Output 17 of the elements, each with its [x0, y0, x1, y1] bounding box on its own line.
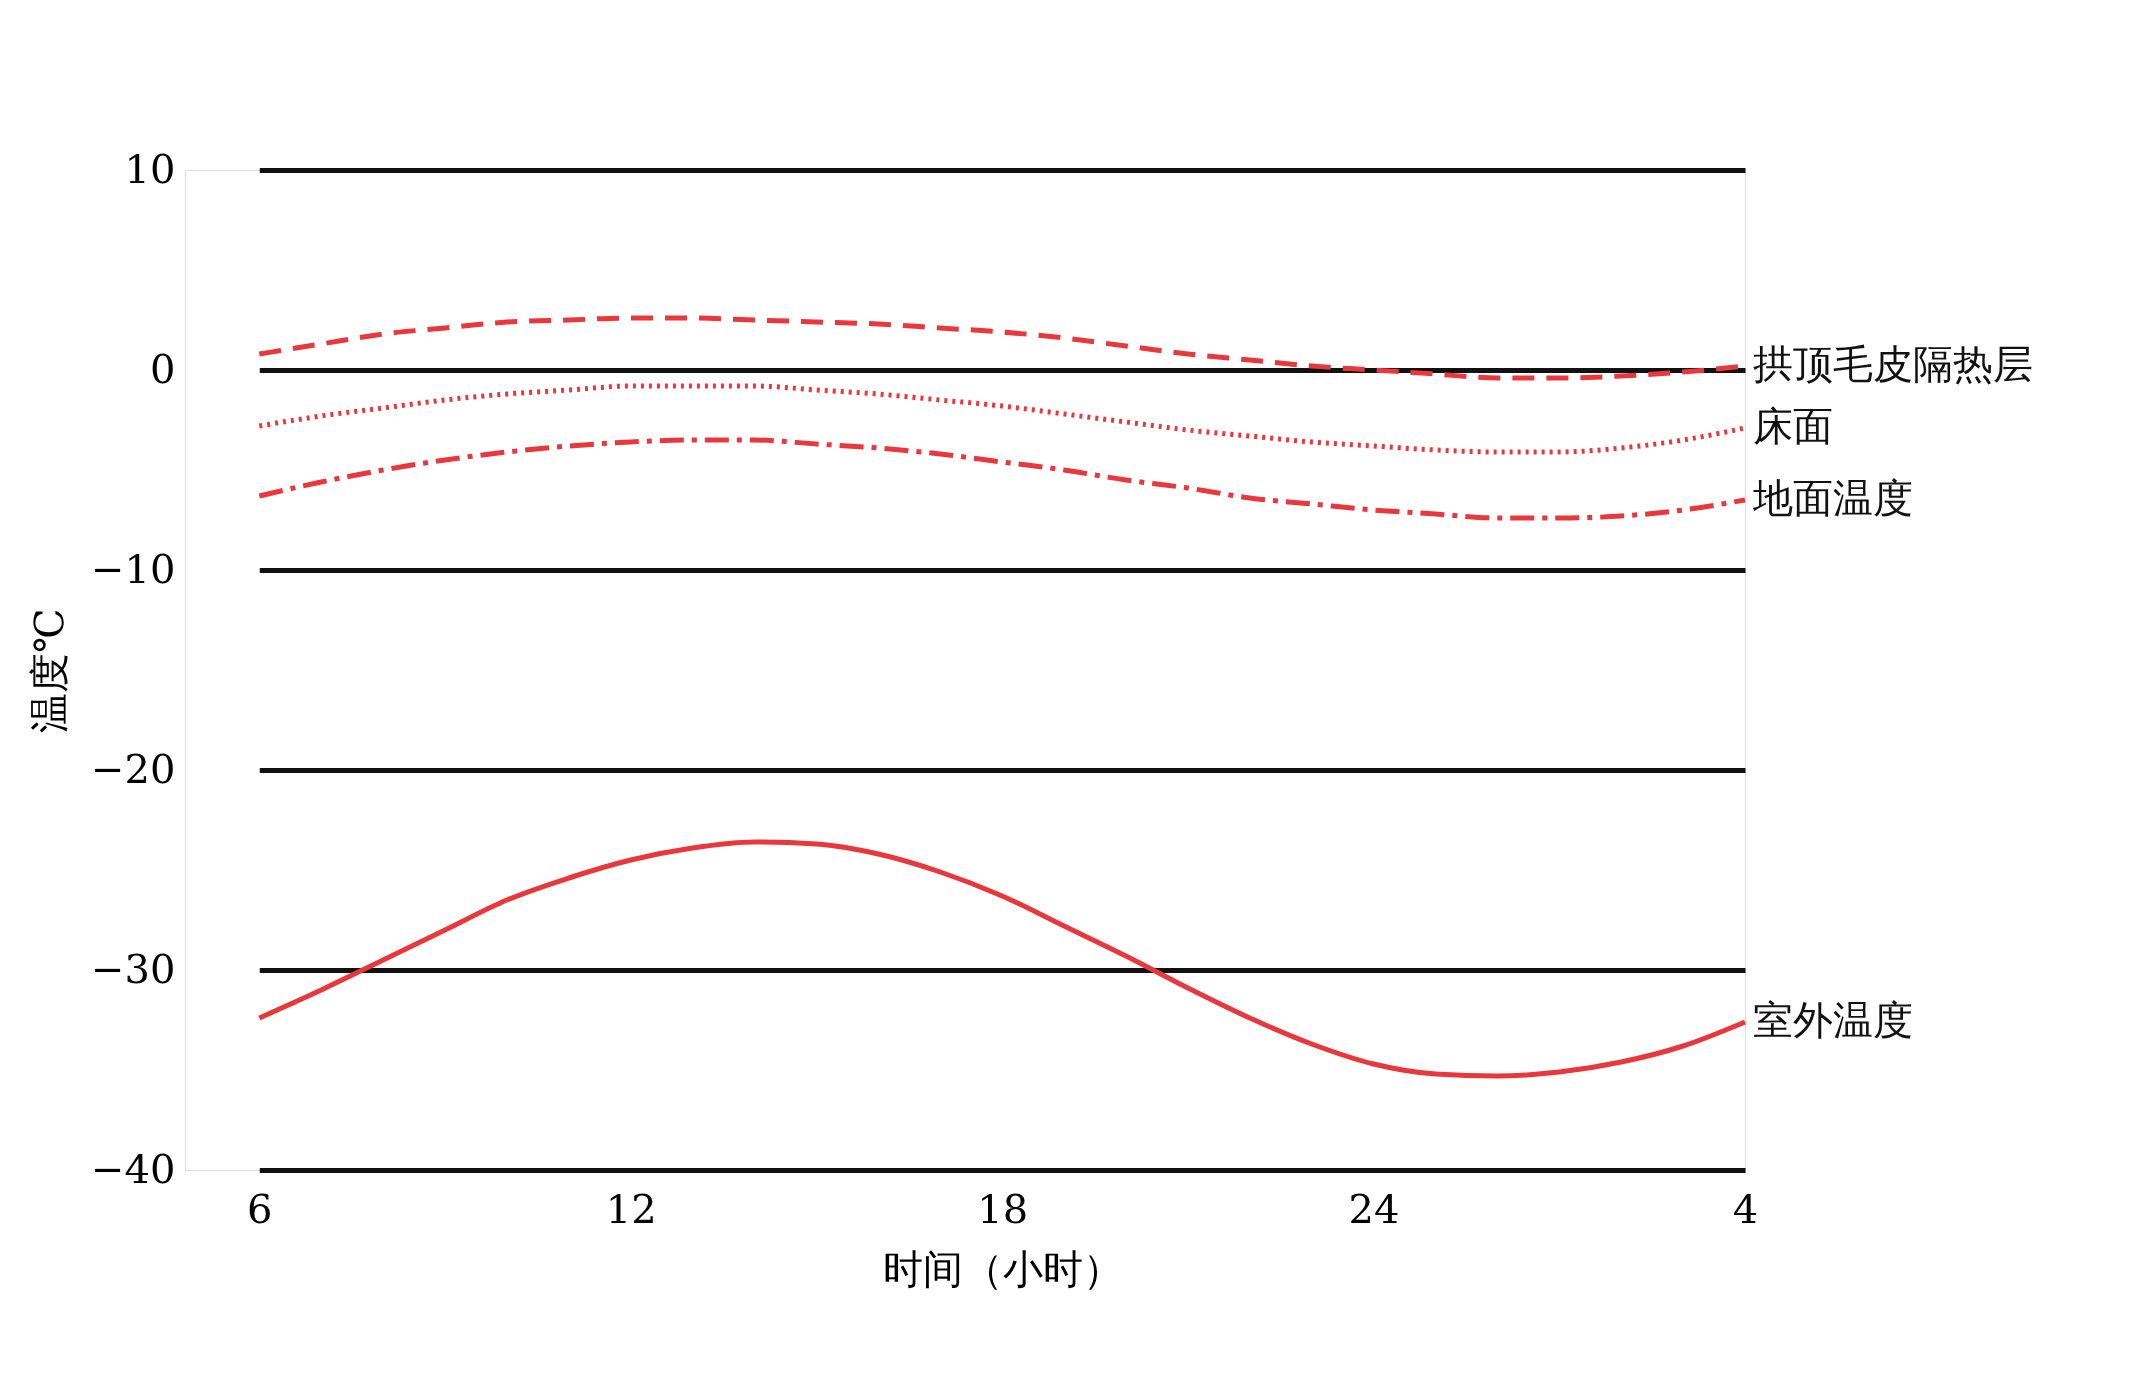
x-tick-label: 6	[247, 1185, 273, 1232]
x-tick-label: 12	[605, 1185, 657, 1232]
y-tick-label: −40	[91, 1145, 176, 1192]
y-tick-label: −10	[91, 545, 176, 592]
x-tick-label: 4	[1732, 1185, 1759, 1232]
y-tick-label: 0	[150, 345, 176, 392]
series-label: 地面温度	[1752, 475, 1913, 521]
x-tick-label: 18	[977, 1185, 1029, 1232]
x-axis-title: 时间（小时）	[882, 1245, 1123, 1292]
series-label: 床面	[1753, 403, 1833, 449]
y-tick-label: −30	[91, 945, 176, 992]
x-tick-label: 24	[1348, 1185, 1400, 1232]
series-label: 室外温度	[1753, 997, 1913, 1043]
y-tick-label: 10	[124, 145, 176, 192]
y-axis-title: 温度℃	[26, 608, 73, 733]
y-tick-label: −20	[91, 745, 176, 792]
series-label: 拱顶毛皮隔热层	[1753, 341, 2033, 387]
